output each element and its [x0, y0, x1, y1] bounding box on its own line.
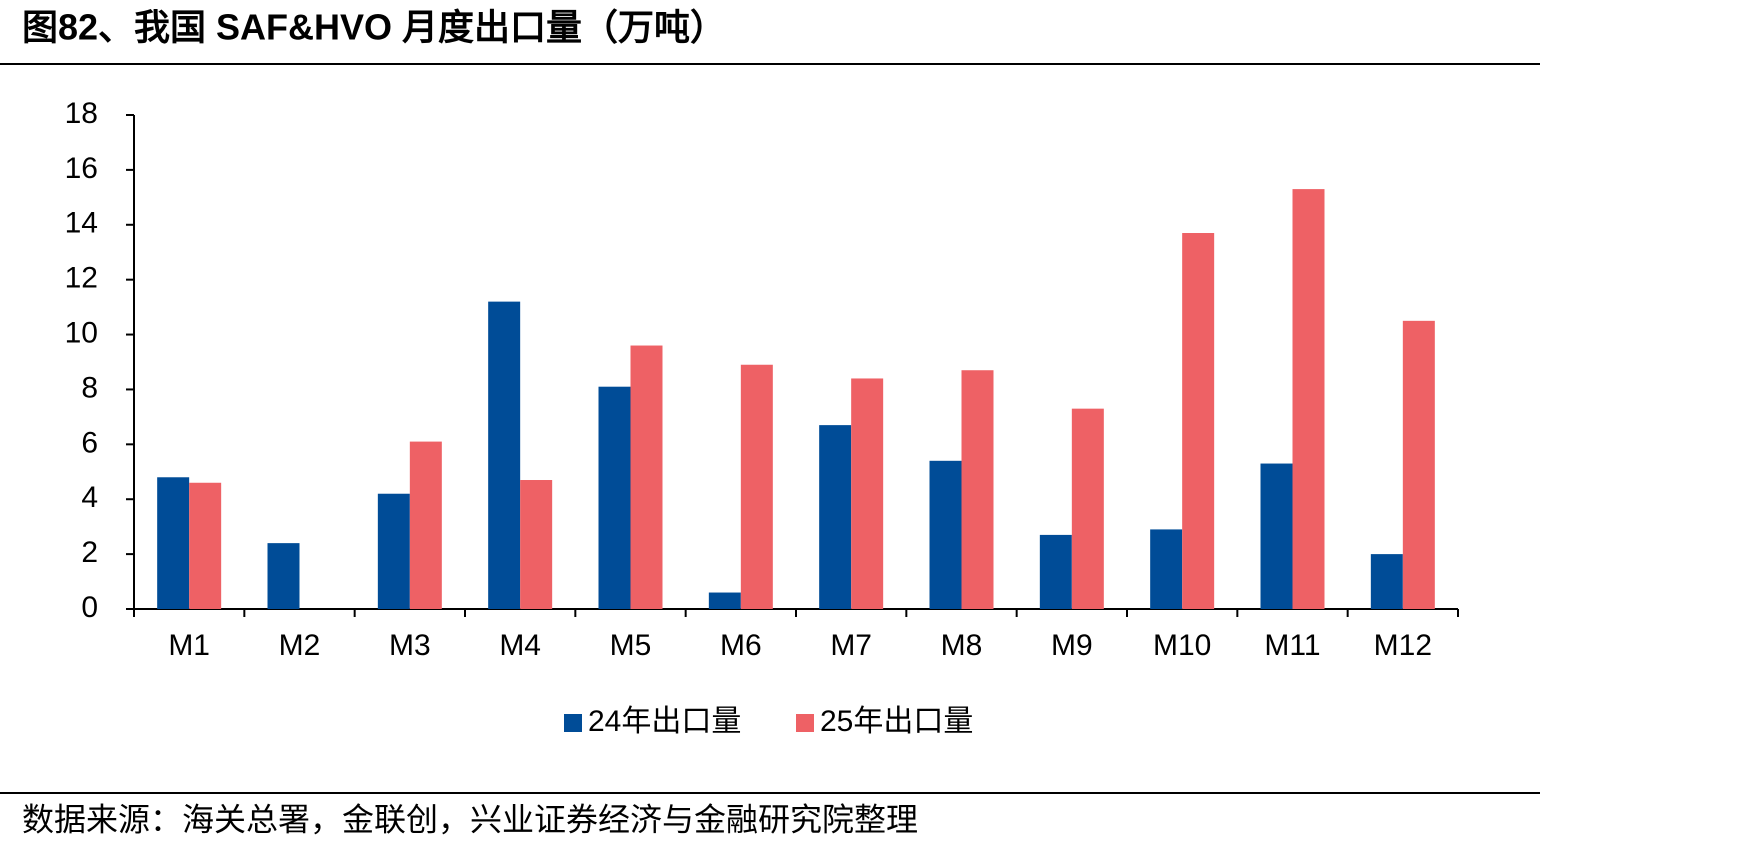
bar	[409, 441, 442, 609]
y-tick-label: 10	[65, 316, 98, 349]
x-tick-label: M2	[279, 629, 321, 662]
bar	[961, 370, 994, 609]
bar	[819, 425, 852, 609]
x-tick-label: M5	[610, 629, 652, 662]
x-tick-label: M8	[941, 629, 983, 662]
x-tick-label: M4	[499, 629, 541, 662]
x-tick-label: M9	[1051, 629, 1093, 662]
bar	[740, 364, 773, 609]
bar	[851, 378, 884, 609]
x-tick-label: M1	[168, 629, 210, 662]
bar	[598, 386, 631, 609]
bar	[1260, 463, 1293, 609]
bar	[1370, 554, 1403, 609]
x-tick-label: M12	[1374, 629, 1432, 662]
bar	[267, 543, 300, 609]
y-tick-label: 8	[81, 371, 98, 404]
y-tick-label: 4	[81, 481, 98, 514]
legend-swatch	[796, 714, 814, 732]
bar	[1150, 529, 1183, 609]
legend-label: 25年出口量	[820, 705, 973, 738]
y-tick-label: 16	[65, 152, 98, 185]
bar	[1292, 189, 1325, 609]
bar	[708, 592, 741, 609]
bar	[189, 482, 222, 609]
bar	[1039, 534, 1072, 609]
bar	[929, 460, 962, 609]
x-tick-label: M6	[720, 629, 762, 662]
y-tick-label: 18	[65, 97, 98, 130]
bar	[1182, 233, 1215, 609]
y-tick-label: 6	[81, 426, 98, 459]
bar	[488, 301, 521, 609]
x-tick-label: M7	[830, 629, 872, 662]
bar	[1071, 408, 1104, 609]
y-tick-label: 2	[81, 536, 98, 569]
chart-title: 图82、我国 SAF&HVO 月度出口量（万吨）	[22, 7, 726, 48]
y-tick-label: 12	[65, 262, 98, 295]
source-note: 数据来源：海关总署，金联创，兴业证券经济与金融研究院整理	[22, 801, 918, 837]
x-tick-label: M11	[1264, 629, 1320, 662]
bar	[520, 480, 553, 609]
y-tick-label: 14	[65, 207, 98, 240]
legend-swatch	[564, 714, 582, 732]
x-tick-label: M10	[1153, 629, 1211, 662]
bar	[157, 477, 190, 609]
bar	[1402, 320, 1435, 609]
bar	[377, 493, 410, 609]
y-tick-label: 0	[81, 591, 98, 624]
legend-label: 24年出口量	[588, 705, 741, 738]
x-tick-label: M3	[389, 629, 431, 662]
bar	[630, 345, 663, 609]
